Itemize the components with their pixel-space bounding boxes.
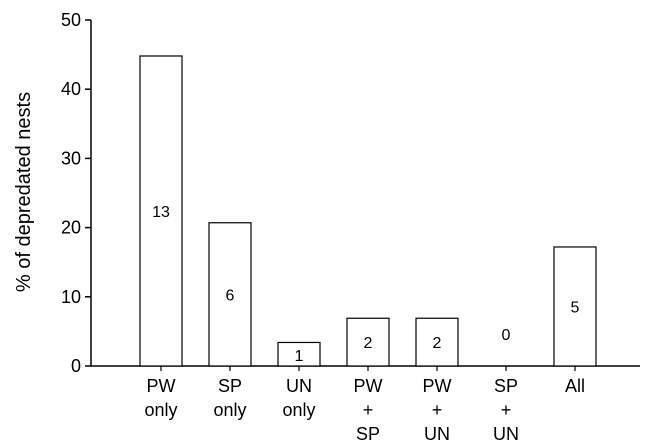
y-tick-label: 30: [61, 148, 81, 168]
labels: 13 PW only 6 SP only 1 UN only 2 PW + SP 2 PW + UN 0 SP + UN…: [144, 204, 585, 444]
y-tick-label: 0: [71, 356, 81, 376]
bar: [208, 222, 252, 367]
x-category-label: only: [213, 400, 246, 420]
bar: [346, 317, 390, 367]
x-category-label: +: [501, 400, 512, 420]
x-category-label: UN: [286, 376, 312, 396]
bar-count-label: 0: [502, 327, 511, 344]
y-tick-label: 10: [61, 287, 81, 307]
bar-count-label: 2: [433, 335, 442, 352]
y-tick-label: 20: [61, 218, 81, 238]
bar: [415, 317, 459, 367]
x-category-label: PW: [423, 376, 452, 396]
bar: [553, 246, 597, 367]
x-category-label: SP: [218, 376, 242, 396]
x-category-label: PW: [147, 376, 176, 396]
x-category-label: UN: [424, 424, 450, 444]
bars: [139, 55, 597, 367]
bar: [277, 341, 321, 367]
bar-count-label: 13: [152, 204, 170, 221]
y-axis-label: % of depredated nests: [13, 92, 35, 292]
bar-count-label: 6: [226, 287, 235, 304]
x-category-label: only: [282, 400, 315, 420]
x-category-label: All: [565, 376, 585, 396]
x-category-label: +: [432, 400, 443, 420]
x-category-label: UN: [493, 424, 519, 444]
bar-count-label: 2: [364, 335, 373, 352]
bar-count-label: 5: [571, 299, 580, 316]
x-category-label: PW: [354, 376, 383, 396]
x-category-label: only: [144, 400, 177, 420]
x-category-label: SP: [494, 376, 518, 396]
x-category-label: SP: [356, 424, 380, 444]
y-tick-label: 50: [61, 10, 81, 30]
bar-count-label: 1: [295, 348, 304, 365]
x-category-label: +: [363, 400, 374, 420]
y-tick-label: 40: [61, 79, 81, 99]
bar: [139, 55, 183, 367]
